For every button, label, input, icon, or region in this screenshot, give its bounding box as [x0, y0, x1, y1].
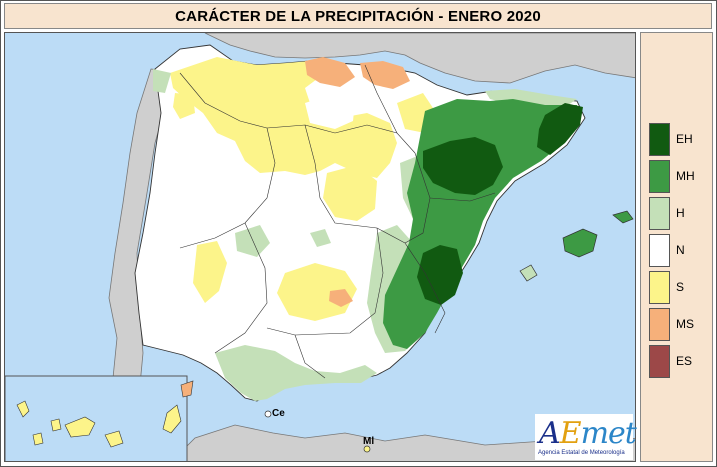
canary-inset — [5, 375, 188, 461]
legend: EH MH H N S MS ES — [640, 32, 713, 462]
aemet-logo: AEmet Agencia Estatal de Meteorología — [535, 414, 637, 460]
legend-swatch-ms — [649, 308, 670, 341]
map-title: CARÁCTER DE LA PRECIPITACIÓN - ENERO 202… — [175, 7, 541, 25]
legend-item-s: S — [649, 271, 709, 304]
legend-swatch-s — [649, 271, 670, 304]
legend-label-ms: MS — [676, 317, 694, 331]
aemet-logo-subtitle: Agencia Estatal de Meteorología — [538, 450, 625, 456]
dry-zone-la-mancha — [277, 263, 357, 321]
region-borders — [179, 64, 496, 379]
legend-item-es: ES — [649, 345, 709, 378]
legend-item-eh: EH — [649, 123, 709, 156]
legend-swatch-eh — [649, 123, 670, 156]
melilla-label: Ml — [363, 436, 375, 447]
la-palma — [16, 400, 30, 418]
title-bar: CARÁCTER DE LA PRECIPITACIÓN - ENERO 202… — [4, 3, 712, 29]
lanzarote — [180, 380, 194, 398]
legend-item-mh: MH — [649, 160, 709, 193]
tenerife — [64, 416, 96, 438]
legend-label-mh: MH — [676, 169, 695, 183]
humid-zone-andalusia — [215, 345, 377, 401]
very-dry-cantabria — [305, 57, 355, 87]
extremely-humid-aragon — [423, 137, 503, 195]
fuerteventura — [162, 404, 182, 434]
dry-zone-north — [170, 57, 397, 178]
humid-zone-galicia — [153, 69, 171, 93]
legend-item-h: H — [649, 197, 709, 230]
dry-zone-galicia — [173, 93, 195, 119]
la-gomera — [50, 418, 62, 432]
legend-label-n: N — [676, 243, 685, 257]
normal-patch-north — [305, 95, 355, 129]
legend-item-n: N — [649, 234, 709, 267]
menorca — [612, 210, 634, 224]
extremely-humid-catalonia — [537, 103, 583, 155]
legend-label-s: S — [676, 280, 685, 294]
ibiza — [519, 264, 538, 282]
very-dry-spot — [329, 289, 353, 307]
aemet-logo-wordmark: AEmet — [539, 416, 637, 451]
el-hierro — [32, 432, 44, 446]
melilla-marker — [363, 445, 371, 453]
ceuta-marker — [264, 410, 272, 418]
mallorca — [562, 228, 598, 258]
legend-item-ms: MS — [649, 308, 709, 341]
precipitation-map — [4, 32, 636, 462]
extremely-humid-valencia — [417, 245, 463, 305]
gran-canaria — [104, 430, 124, 448]
dry-zone-extremadura — [193, 241, 227, 303]
france-land — [204, 33, 635, 84]
legend-label-es: ES — [676, 354, 693, 368]
legend-label-eh: EH — [676, 132, 693, 146]
ceuta-label: Ce — [272, 408, 285, 419]
humid-zone-west — [235, 225, 270, 257]
legend-swatch-h — [649, 197, 670, 230]
legend-label-h: H — [676, 206, 685, 220]
map-svg — [5, 33, 635, 461]
dry-zone-centre — [323, 165, 377, 221]
legend-swatch-mh — [649, 160, 670, 193]
legend-swatch-n — [649, 234, 670, 267]
humid-zone-centre — [310, 229, 331, 247]
legend-swatch-es — [649, 345, 670, 378]
